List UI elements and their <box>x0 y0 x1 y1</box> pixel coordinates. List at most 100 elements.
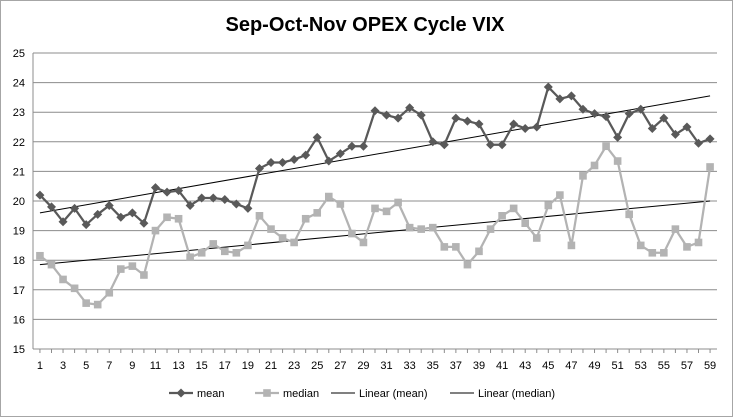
data-point-mean <box>81 220 91 230</box>
x-tick-labels: 1 3 5 7 9 11 13 15 17 19 21 23 25 27 29 31 33 35 37 39 41 43 4… <box>37 360 716 372</box>
data-point-median <box>671 225 680 233</box>
data-point-median <box>163 213 171 222</box>
series-median <box>36 142 714 309</box>
data-point-median <box>174 214 183 223</box>
x-tick-label: 53 <box>635 360 647 372</box>
data-point-mean <box>370 106 380 116</box>
data-point-median <box>405 223 414 232</box>
data-point-median <box>521 219 530 227</box>
x-tick-label: 31 <box>380 360 392 372</box>
data-point-median <box>394 198 402 207</box>
y-tick-label: 22 <box>13 137 25 149</box>
data-point-mean <box>566 91 576 101</box>
data-point-median <box>128 262 137 270</box>
data-point-median <box>567 241 576 250</box>
data-point-median <box>509 204 518 213</box>
data-point-mean <box>127 208 137 218</box>
data-point-median <box>613 157 622 165</box>
data-point-mean <box>439 140 449 150</box>
data-point-median <box>232 249 241 257</box>
data-point-mean <box>185 200 195 210</box>
data-point-mean <box>254 163 264 173</box>
legend-label: mean <box>197 388 225 400</box>
data-point-median <box>590 161 599 170</box>
x-tick-label: 45 <box>542 360 554 372</box>
data-point-mean <box>705 134 715 144</box>
x-tick-label: 37 <box>450 360 462 372</box>
data-point-mean <box>220 195 230 205</box>
legend-label: Linear (mean) <box>359 388 427 400</box>
data-point-median <box>683 243 691 251</box>
data-point-median <box>59 275 67 284</box>
data-point-mean <box>647 123 657 133</box>
data-point-mean <box>324 156 334 166</box>
data-point-mean <box>405 103 415 113</box>
y-tick-label: 18 <box>13 255 25 267</box>
data-point-median <box>301 214 310 223</box>
legend: mean median Linear (mean) Linear (median) <box>169 388 555 400</box>
data-point-mean <box>543 82 553 92</box>
x-tick-label: 9 <box>129 360 135 372</box>
data-point-mean <box>382 110 392 120</box>
x-tick-label: 13 <box>172 360 184 372</box>
data-point-mean <box>636 104 646 114</box>
x-tick-label: 23 <box>288 360 300 372</box>
data-point-median <box>244 241 252 250</box>
series-line-median <box>39 145 712 306</box>
legend-item: mean <box>169 388 225 400</box>
x-tick-label: 43 <box>519 360 531 372</box>
x-tick-label: 55 <box>658 360 670 372</box>
data-point-median <box>625 210 633 219</box>
data-point-median <box>417 225 426 233</box>
data-point-median <box>371 204 379 213</box>
data-point-median <box>82 299 90 307</box>
data-point-median <box>105 288 114 297</box>
y-tick-label: 17 <box>13 285 25 297</box>
data-point-median <box>579 172 587 180</box>
data-point-median <box>70 284 79 293</box>
data-point-mean <box>347 141 357 151</box>
data-point-median <box>186 253 194 262</box>
data-point-median <box>278 234 287 242</box>
x-tick-label: 1 <box>37 360 43 372</box>
data-point-mean <box>613 132 623 142</box>
data-point-mean <box>555 94 565 104</box>
data-point-mean <box>497 140 507 150</box>
y-tick-labels: 15 16 17 18 19 20 21 22 23 24 25 <box>13 48 25 356</box>
data-point-mean <box>35 190 45 200</box>
data-point-mean <box>451 113 461 123</box>
data-point-mean <box>116 212 126 222</box>
data-point-mean <box>682 122 692 132</box>
data-point-mean <box>289 155 299 165</box>
data-point-median <box>267 225 275 233</box>
data-point-median <box>290 238 298 247</box>
y-tick-label: 25 <box>13 48 25 60</box>
x-tick-label: 51 <box>612 360 624 372</box>
data-point-median <box>660 249 668 257</box>
data-point-median <box>359 238 368 247</box>
data-point-mean <box>358 141 368 151</box>
data-point-mean <box>624 109 634 119</box>
data-point-mean <box>393 113 403 123</box>
data-point-mean <box>694 138 704 148</box>
data-point-median <box>475 247 483 256</box>
legend-label: median <box>283 388 319 400</box>
legend-label: Linear (median) <box>478 388 555 400</box>
x-tick-label: 57 <box>681 360 693 372</box>
data-point-median <box>348 229 356 238</box>
y-tick-label: 24 <box>13 78 25 90</box>
legend-item: Linear (median) <box>450 388 555 400</box>
data-point-mean <box>312 132 322 142</box>
data-point-median <box>255 212 264 220</box>
data-series <box>35 82 715 309</box>
y-tick-label: 21 <box>13 166 25 178</box>
y-tick-label: 16 <box>13 314 25 326</box>
data-point-mean <box>474 119 484 129</box>
data-point-median <box>382 207 391 216</box>
data-point-median <box>602 142 610 151</box>
data-point-mean <box>416 110 426 120</box>
data-point-median <box>93 300 102 309</box>
chart-title: Sep-Oct-Nov OPEX Cycle VIX <box>226 14 506 36</box>
data-point-median <box>151 226 160 235</box>
